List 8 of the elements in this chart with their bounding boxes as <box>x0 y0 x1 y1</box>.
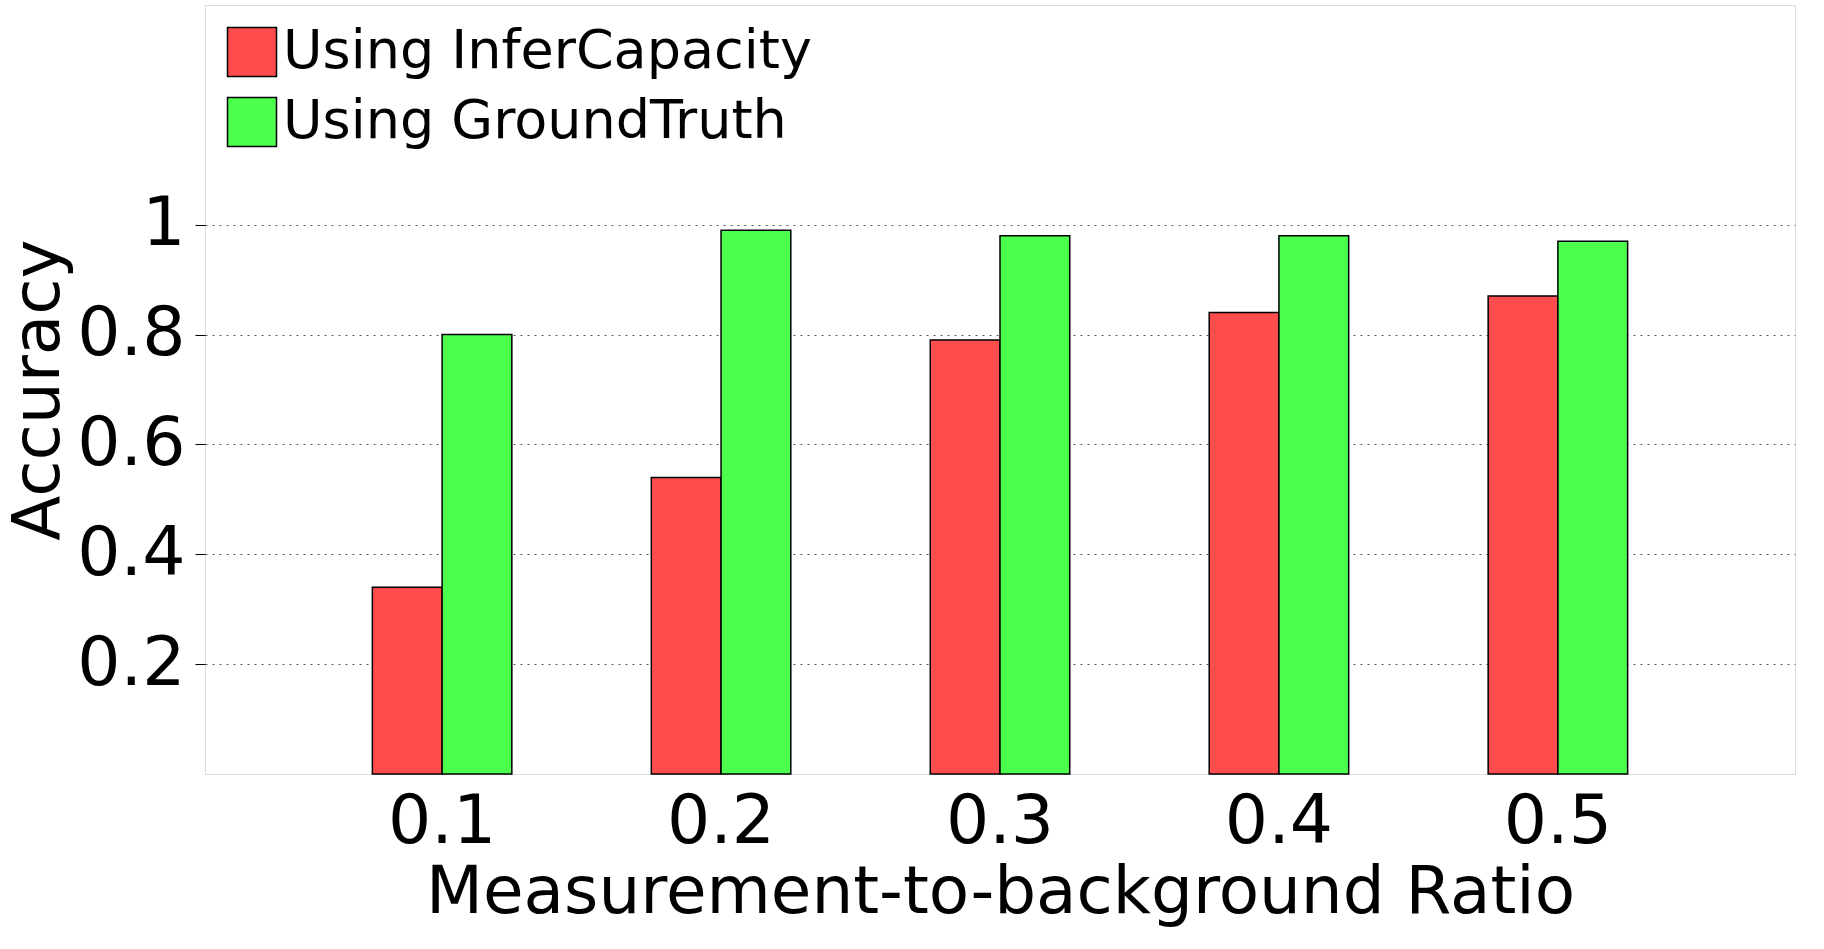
y-tick-label: 0.8 <box>77 292 186 372</box>
legend-label: Using InferCapacity <box>283 18 812 81</box>
y-axis-title: Accuracy <box>0 239 76 541</box>
y-tick-label: 0.2 <box>77 621 186 701</box>
y-tick-label: 0.4 <box>77 511 186 591</box>
legend-label: Using GroundTruth <box>283 88 787 151</box>
y-tick-label: 0.6 <box>77 401 186 481</box>
y-tick-label: 1 <box>142 182 186 262</box>
